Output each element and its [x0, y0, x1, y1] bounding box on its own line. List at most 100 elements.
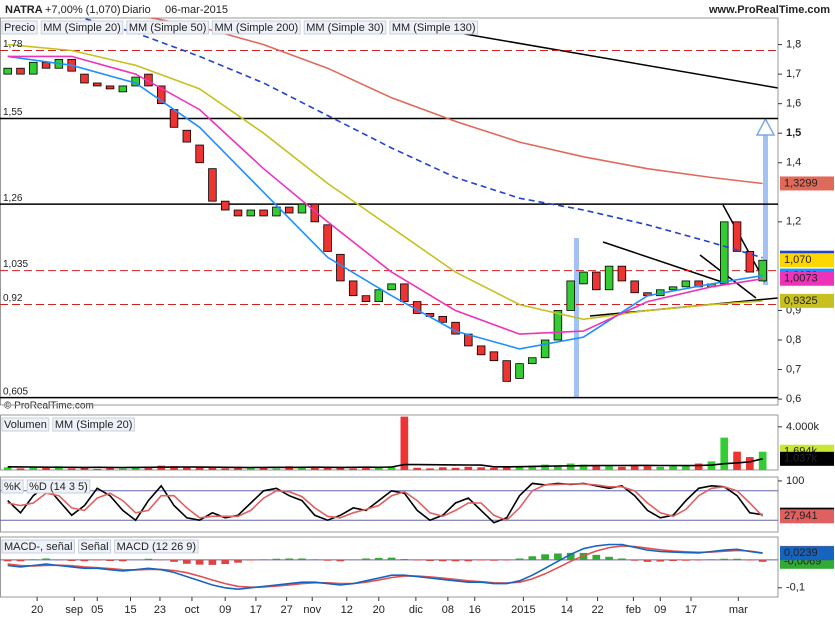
- candle: [259, 209, 268, 217]
- panel-frame: [0, 17, 779, 406]
- candle: [681, 280, 691, 288]
- candle: [579, 271, 588, 285]
- y-tick-label: 1,6: [786, 98, 801, 110]
- x-tick-label: 17: [685, 604, 697, 616]
- series-line: [7, 55, 763, 335]
- value-box: [780, 293, 834, 308]
- x-tick-label: 17: [250, 604, 262, 616]
- volume-bar: [643, 466, 652, 470]
- value-box-label: 1,070: [784, 254, 812, 266]
- value-box: [780, 546, 834, 561]
- volume-bar: [618, 466, 626, 470]
- histogram-bar: [93, 559, 102, 561]
- volume-bar: [29, 466, 38, 470]
- legend-box: [77, 539, 112, 554]
- candle: [758, 259, 767, 282]
- histogram-bar: [502, 559, 511, 561]
- series-line: [147, 18, 763, 185]
- legend-box: [389, 20, 479, 35]
- volume-bar: [42, 467, 50, 470]
- histogram-bar: [618, 558, 626, 560]
- candle: [592, 271, 601, 291]
- volume-bar: [592, 466, 601, 470]
- volume-bar: [682, 466, 690, 470]
- legend-box: [1, 417, 50, 432]
- trend-line: [722, 204, 766, 283]
- volume-bar: [746, 457, 754, 470]
- value-box: [780, 509, 834, 524]
- candle: [156, 85, 166, 105]
- candle: [297, 203, 307, 214]
- site: www.ProRealTime.com: [708, 4, 830, 16]
- panel: [3, 416, 767, 470]
- candle: [374, 289, 384, 303]
- value-box: [780, 176, 834, 191]
- candle: [515, 363, 524, 379]
- candle: [284, 206, 294, 214]
- volume-bar: [323, 467, 332, 470]
- legend-box: [114, 539, 199, 554]
- candle: [272, 206, 281, 217]
- candle: [438, 315, 447, 323]
- volume-bar: [80, 467, 89, 470]
- volume-bar: [720, 437, 729, 470]
- candle: [80, 73, 89, 84]
- candle: [233, 209, 243, 217]
- candle: [336, 253, 345, 282]
- legend-box: [126, 20, 209, 35]
- x-tick-label: 20: [373, 604, 385, 616]
- histogram-bar: [3, 559, 12, 562]
- histogram-bar: [67, 559, 76, 561]
- histogram-bar: [29, 559, 38, 560]
- annotation-arrow: [763, 135, 768, 285]
- volume-bar: [272, 468, 281, 470]
- candle: [16, 67, 25, 75]
- period: Diario: [122, 4, 151, 16]
- histogram-bar: [182, 559, 191, 564]
- legend-label: MM (Simple 20): [43, 22, 121, 34]
- level-label: 1,78: [3, 39, 23, 50]
- candle: [540, 339, 550, 359]
- volume-bar: [246, 467, 255, 470]
- y-tick-label: 4.000k: [786, 421, 820, 433]
- series-line: [7, 543, 763, 591]
- histogram-bar: [746, 559, 754, 561]
- histogram-bar: [490, 559, 498, 561]
- volume-bar: [451, 467, 460, 470]
- volume-bar: [374, 467, 383, 470]
- value-box-label: 1,3299: [784, 177, 818, 189]
- x-tick-label: 09: [654, 604, 666, 616]
- x-tick-label: 16: [469, 604, 481, 616]
- panel-frame: [0, 476, 779, 533]
- candle: [29, 61, 38, 75]
- volume-bar: [55, 466, 63, 470]
- legend-label: Señal: [80, 541, 108, 553]
- histogram-bar: [80, 559, 89, 562]
- histogram-bar: [272, 558, 281, 560]
- volume-bar: [106, 467, 114, 470]
- series-line: [7, 483, 764, 522]
- x-tick-label: 27: [281, 604, 293, 616]
- histogram-bar: [656, 559, 665, 562]
- histogram-bar: [451, 559, 460, 562]
- candle: [3, 67, 12, 75]
- histogram-bar: [669, 559, 677, 561]
- legend-box: [1, 539, 75, 554]
- volume-bar: [579, 464, 588, 470]
- volume-bar: [387, 466, 396, 470]
- volume-bar: [515, 466, 524, 470]
- x-tick-label: 20: [31, 604, 43, 616]
- histogram-bar: [259, 559, 268, 560]
- volume-bar: [16, 468, 25, 470]
- histogram-bar: [106, 559, 114, 561]
- volume-bar: [221, 468, 230, 470]
- legend-label: MM (Simple 130): [392, 22, 476, 34]
- level-label: 1,035: [3, 259, 28, 270]
- volume-bar: [490, 467, 498, 470]
- volume-bar: [694, 463, 703, 470]
- series-line: [7, 43, 763, 321]
- candle: [310, 203, 320, 223]
- value-box-label: 1,0073: [784, 273, 818, 285]
- volume-bar: [630, 465, 639, 470]
- series-line: [7, 482, 763, 524]
